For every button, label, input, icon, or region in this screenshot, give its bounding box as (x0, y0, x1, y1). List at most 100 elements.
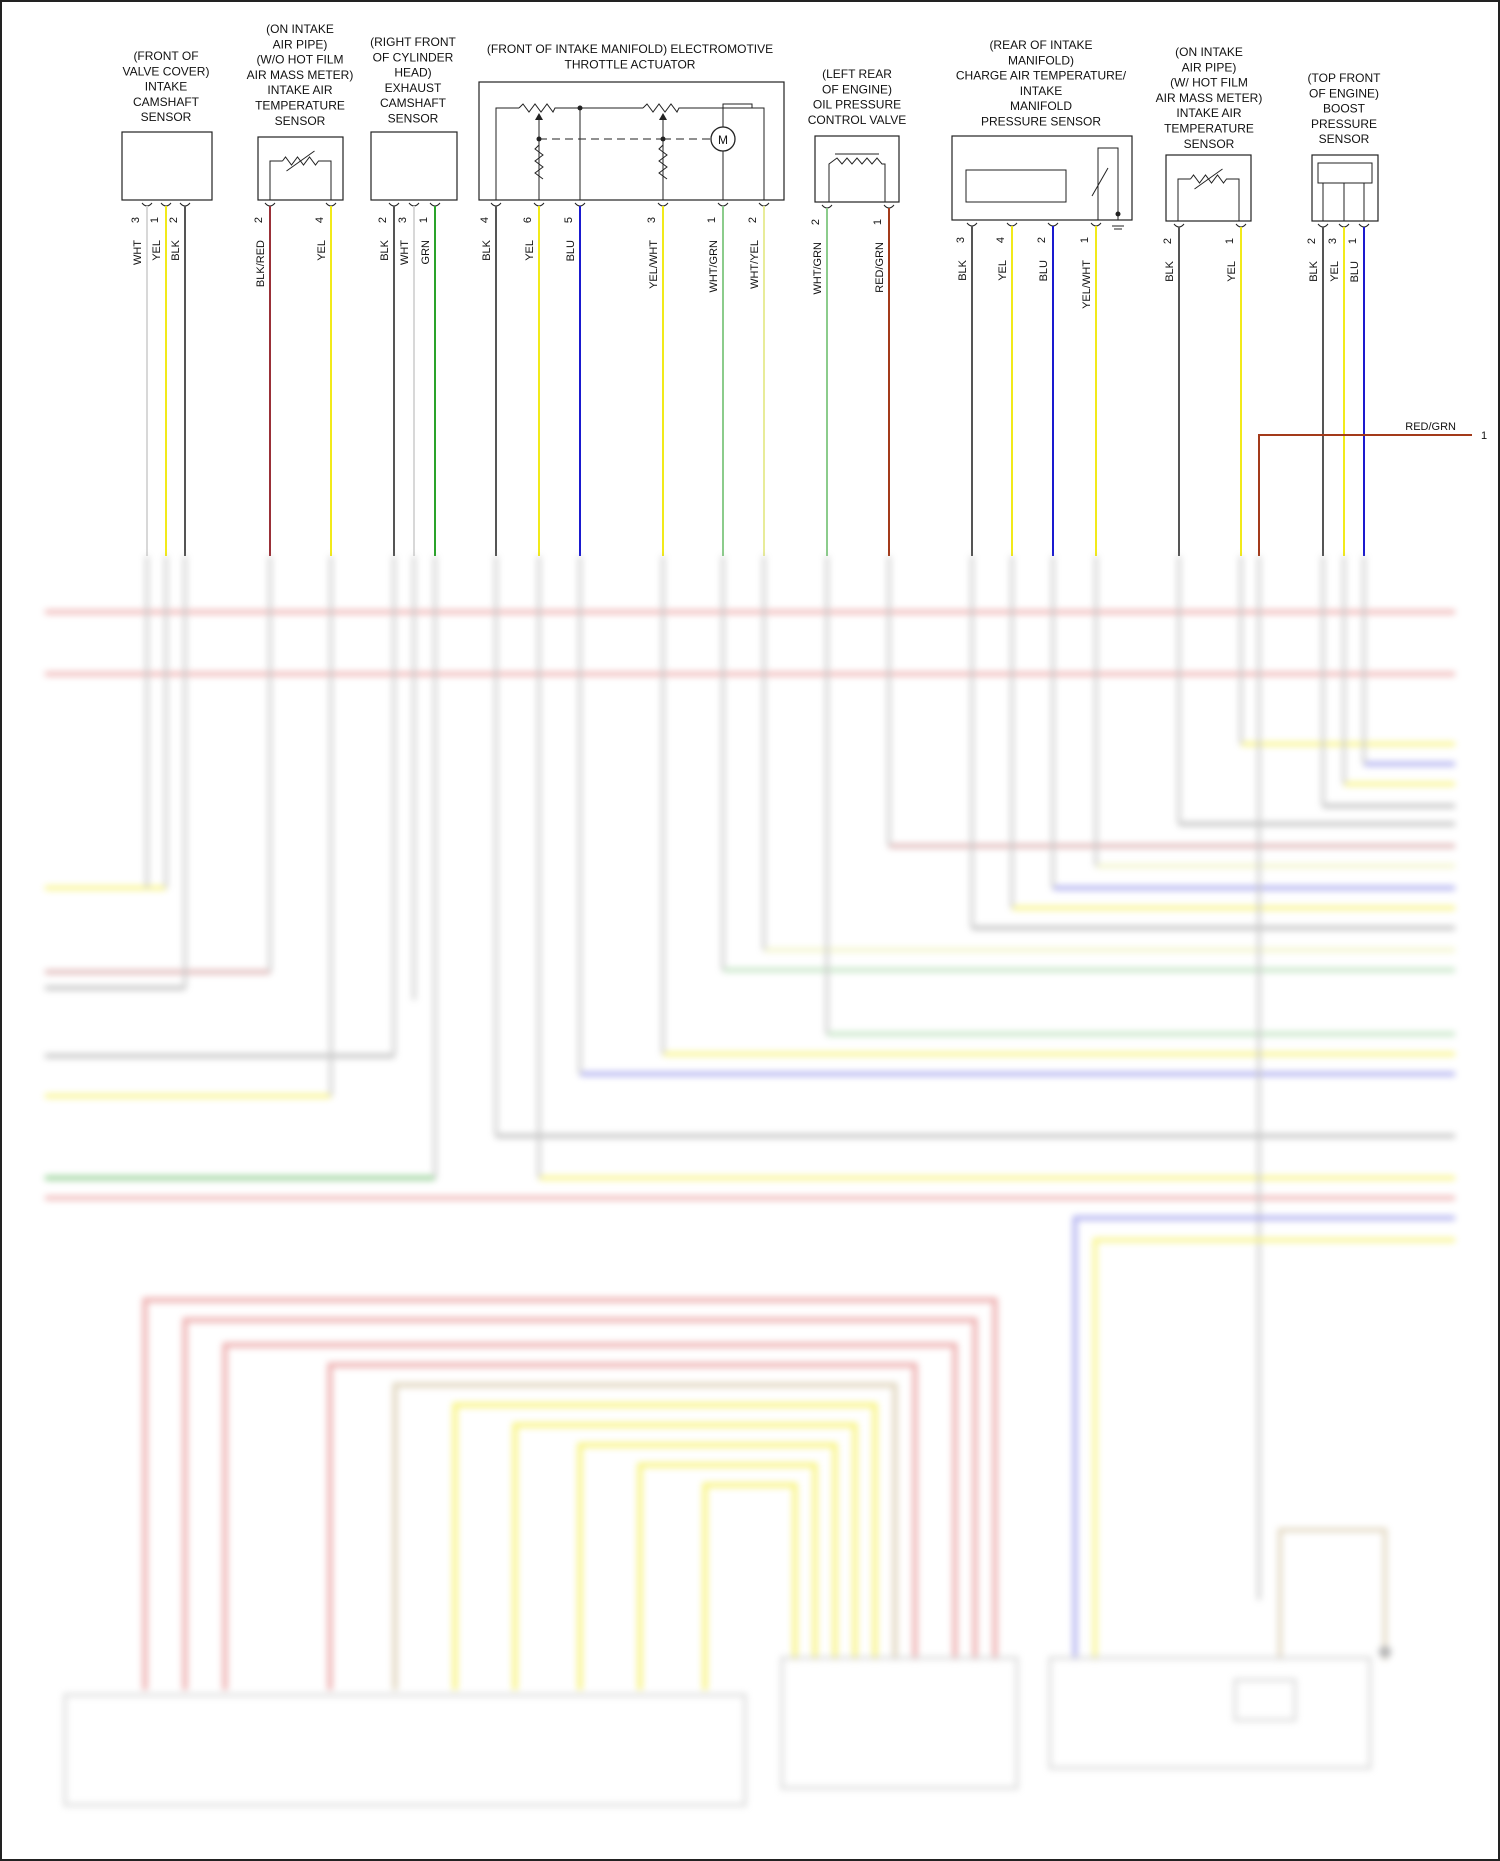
pin-number: 4 (995, 237, 1007, 243)
wiper-resistor (534, 144, 544, 180)
component-label: (ON INTAKE (266, 22, 334, 36)
component-label: MANIFOLD (1010, 99, 1072, 113)
pot-lead (495, 107, 519, 200)
blurred-module-box (1048, 1656, 1372, 1770)
resistor-lead (269, 160, 283, 200)
connector-terminal (758, 202, 770, 207)
blurred-harness (327, 1362, 918, 1690)
pin-number: 2 (253, 217, 265, 223)
wire-color-label: YEL (997, 260, 1009, 281)
component-label: THROTTLE ACTUATOR (565, 57, 696, 71)
component-box (121, 131, 213, 201)
component-label: SENSOR (1184, 137, 1235, 151)
connector-terminal (1173, 223, 1185, 228)
connector-terminal (160, 202, 172, 207)
connector-terminal (388, 202, 400, 207)
wire-color-label: WHT/GRN (708, 240, 720, 293)
blurred-harness (637, 1462, 818, 1690)
wire-color-label: BLK (170, 239, 182, 260)
connector-terminal (883, 204, 895, 209)
component-label: (TOP FRONT (1308, 71, 1382, 85)
wire-color-label: YEL (524, 240, 536, 261)
wire-color-label: YEL (151, 240, 163, 261)
component-label: (REAR OF INTAKE (989, 38, 1092, 52)
component-label: PRESSURE SENSOR (981, 115, 1101, 129)
connector-terminal (657, 202, 669, 207)
connector-terminal (821, 204, 833, 209)
component-label: AIR MASS METER) (1156, 91, 1263, 105)
component-label: (RIGHT FRONT (370, 35, 456, 49)
component-label: INTAKE (145, 80, 187, 94)
connector-terminal (533, 202, 545, 207)
pin-number: 1 (1224, 238, 1236, 244)
component-label: MANIFOLD) (1008, 53, 1074, 67)
wire-color-label: YEL/WHT (1081, 260, 1093, 309)
component-box (814, 135, 900, 203)
pin-number: 1 (418, 217, 430, 223)
connector-terminal (264, 202, 276, 207)
wire-color-label: BLK (1308, 260, 1320, 281)
component-label: HEAD) (394, 66, 431, 80)
wire-color-label: BLU (1349, 261, 1361, 282)
wire-color-label: BLK (379, 239, 391, 260)
pin-number: 2 (1036, 237, 1048, 243)
blurred-harness (392, 1382, 898, 1690)
wiper-arrow (659, 113, 667, 120)
component-label: (W/O HOT FILM (256, 53, 343, 67)
wire-color-label: YEL (1226, 261, 1238, 282)
component-label: TEMPERATURE (255, 99, 345, 113)
wire-color-label: WHT/GRN (812, 242, 824, 295)
component-label: AIR PIPE) (1182, 60, 1237, 74)
blurred-ecm-box (63, 1693, 747, 1807)
motor-label: M (718, 133, 728, 147)
pin-number: 3 (646, 217, 658, 223)
thermistor-symbol (1190, 174, 1240, 221)
pin-number: 1 (706, 217, 718, 223)
connector-terminal (1047, 222, 1059, 227)
pin-number: 2 (747, 217, 759, 223)
blurred-wire (1278, 1528, 1387, 1660)
wiper-arrow (535, 113, 543, 120)
blurred-module-box (780, 1656, 1019, 1790)
component-label: (LEFT REAR (822, 67, 892, 81)
pin-number: 1 (872, 219, 884, 225)
pin-number: 2 (168, 217, 180, 223)
thermistor-arrow (1194, 168, 1223, 190)
component-label: SENSOR (1319, 132, 1370, 146)
wire-color-label: BLU (1038, 260, 1050, 281)
wire-color-label: WHT/YEL (749, 240, 761, 289)
wire-color-label: YEL (1329, 261, 1341, 282)
red-grn-label: RED/GRN (1405, 421, 1456, 433)
connector-terminal (325, 202, 337, 207)
pin-number: 3 (130, 217, 142, 223)
potentiometer-1 (518, 103, 643, 113)
connector-terminal (179, 202, 191, 207)
blurred-harness (702, 1482, 798, 1690)
connector-terminal (1338, 223, 1350, 228)
pin-number: 2 (377, 217, 389, 223)
wire-color-label: BLK (1164, 260, 1176, 281)
connector-terminal (1235, 223, 1247, 228)
potentiometer-2 (642, 103, 765, 200)
blurred-valve-box (1233, 1678, 1297, 1722)
component-label: (W/ HOT FILM (1170, 76, 1248, 90)
wire-color-label: RED/GRN (874, 242, 886, 293)
pin-number: 2 (1162, 238, 1174, 244)
connector-terminal (429, 202, 441, 207)
component-label: CAMSHAFT (133, 95, 200, 109)
connector-terminal (141, 202, 153, 207)
component-label: VALVE COVER) (123, 64, 210, 78)
wire-color-label: WHT (399, 240, 411, 265)
temp-arrow (1091, 167, 1109, 197)
wire-color-label: GRN (420, 240, 432, 265)
wiper-resistor (658, 144, 668, 180)
pin-number: 2 (1306, 238, 1318, 244)
component-label: INTAKE AIR (1176, 106, 1241, 120)
pin-number: 3 (1327, 238, 1339, 244)
wire-color-label: WHT (132, 240, 144, 265)
connector-terminal (1317, 223, 1329, 228)
thermistor-symbol (282, 156, 332, 200)
pin-number: 6 (522, 217, 534, 223)
connector-terminal (490, 202, 502, 207)
wire-color-label: BLK (481, 239, 493, 260)
